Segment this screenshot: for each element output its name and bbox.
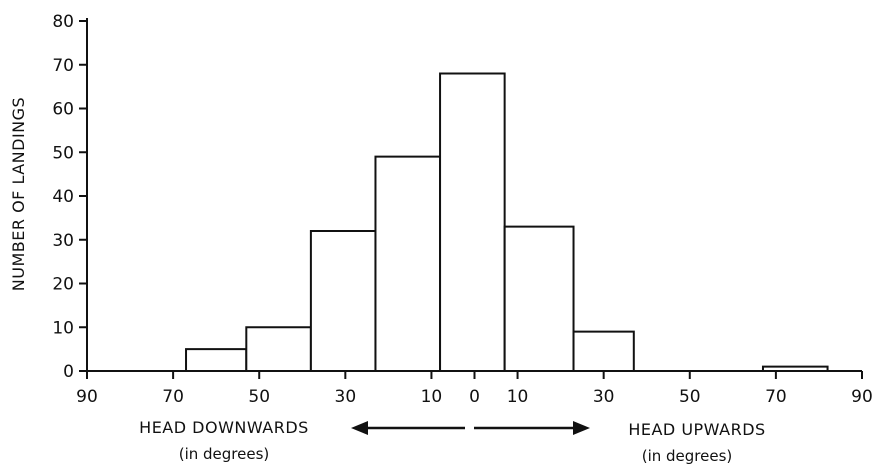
histogram-bar-2 bbox=[309, 230, 377, 372]
x-tick-label-8: 50 bbox=[679, 387, 701, 407]
right-direction-label: HEAD UPWARDS bbox=[628, 420, 765, 439]
left-arrow bbox=[351, 421, 465, 435]
left-arrow-head bbox=[351, 421, 368, 435]
y-tick-label-80: 80 bbox=[52, 12, 74, 32]
x-tick-label-9: 70 bbox=[765, 387, 787, 407]
y-tick-label-70: 70 bbox=[52, 56, 74, 76]
y-tick-label-60: 60 bbox=[52, 100, 74, 120]
x-tick-label-0: 90 bbox=[76, 387, 98, 407]
right-arrow-head bbox=[573, 421, 590, 435]
y-tick-label-40: 40 bbox=[52, 187, 74, 207]
bars-group bbox=[185, 72, 829, 372]
right-direction-sublabel: (in degrees) bbox=[642, 447, 733, 465]
left-direction-sublabel: (in degrees) bbox=[179, 445, 270, 463]
left-direction-label: HEAD DOWNWARDS bbox=[139, 418, 309, 437]
histogram-bar-6 bbox=[572, 330, 635, 372]
y-tick-label-20: 20 bbox=[52, 275, 74, 295]
x-ticks-group: 90 70 50 30 10 0 10 30 50 70 90 bbox=[76, 371, 873, 407]
x-tick-label-1: 70 bbox=[162, 387, 184, 407]
histogram-bar-3 bbox=[374, 155, 442, 372]
x-tick-label-2: 50 bbox=[248, 387, 270, 407]
histogram-bar-4 bbox=[439, 72, 506, 372]
y-tick-label-10: 10 bbox=[52, 318, 74, 338]
histogram-bar-1 bbox=[245, 326, 312, 372]
x-tick-label-10: 90 bbox=[851, 387, 873, 407]
histogram-bar-5 bbox=[503, 225, 575, 372]
x-tick-label-6: 10 bbox=[507, 387, 529, 407]
y-axis-title: NUMBER OF LANDINGS bbox=[9, 97, 28, 291]
right-arrow bbox=[474, 421, 590, 435]
x-tick-label-3: 30 bbox=[335, 387, 357, 407]
y-tick-label-50: 50 bbox=[52, 143, 74, 163]
x-tick-label-5: 0 bbox=[469, 387, 480, 407]
histogram-bar-0 bbox=[185, 348, 248, 372]
x-tick-label-7: 30 bbox=[593, 387, 615, 407]
y-ticks-group: 0 10 20 30 40 50 60 70 80 bbox=[52, 12, 87, 382]
y-tick-label-30: 30 bbox=[52, 231, 74, 251]
y-tick-label-0: 0 bbox=[63, 362, 74, 382]
x-tick-label-4: 10 bbox=[421, 387, 443, 407]
